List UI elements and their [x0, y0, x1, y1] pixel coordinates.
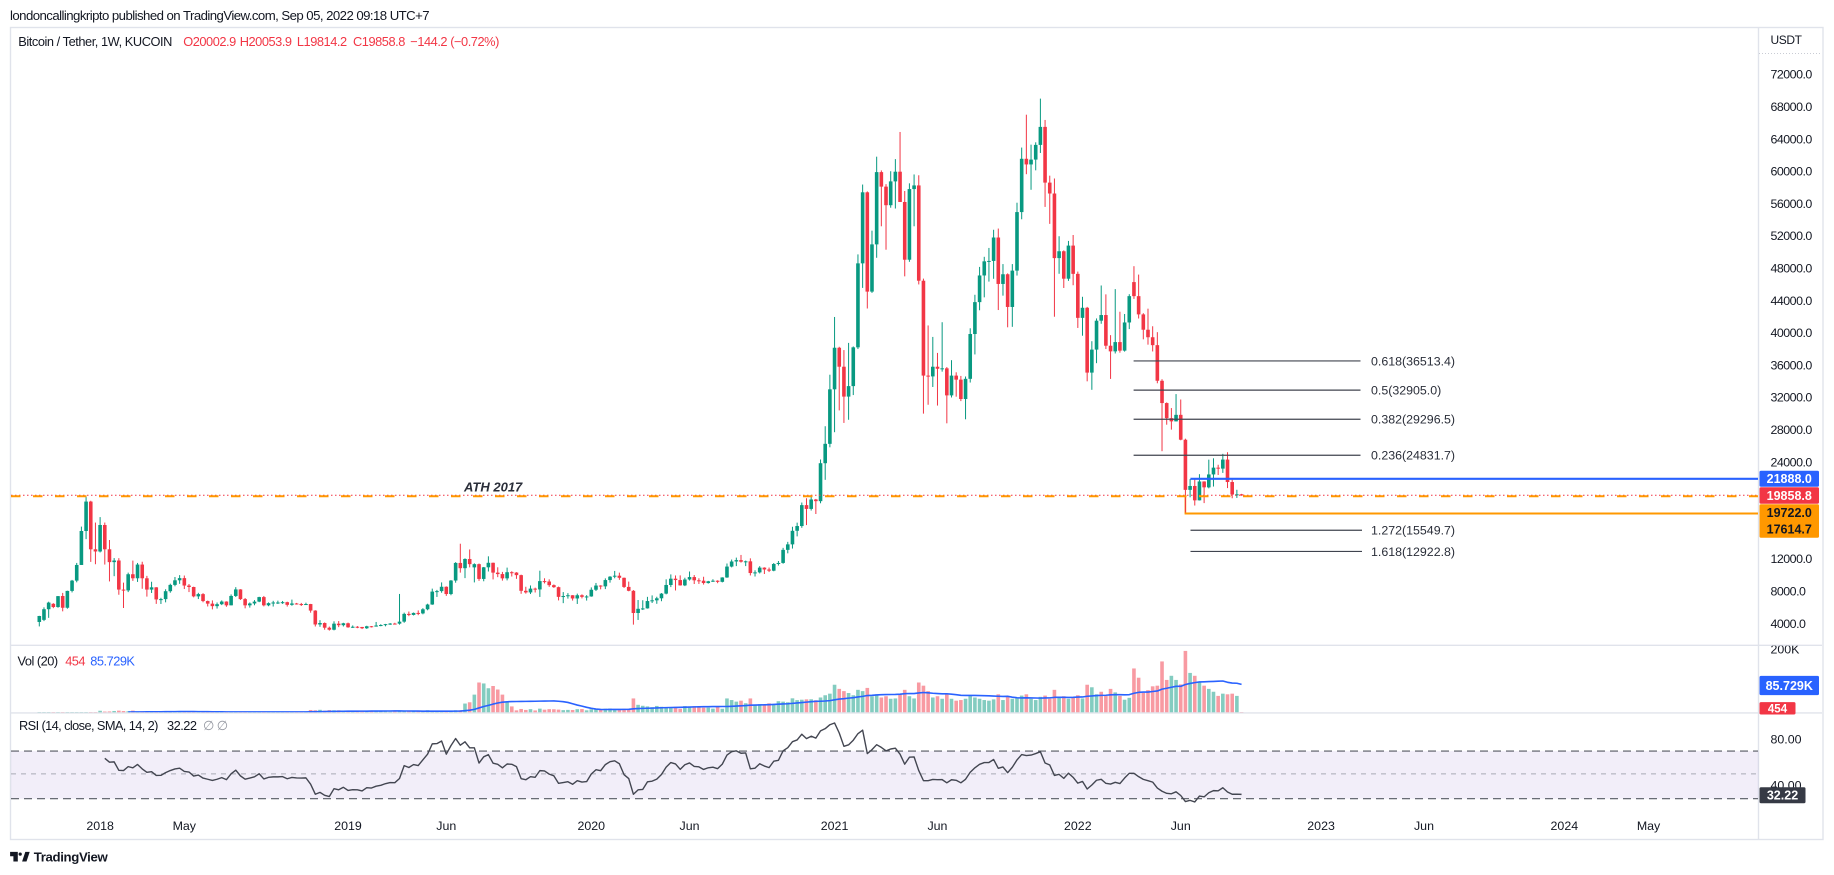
- svg-text:2023: 2023: [1307, 819, 1335, 833]
- svg-text:60000.0: 60000.0: [1771, 165, 1813, 179]
- svg-text:32000.0: 32000.0: [1771, 391, 1813, 405]
- svg-text:19858.8: 19858.8: [1767, 489, 1812, 503]
- svg-text:21888.0: 21888.0: [1767, 472, 1812, 486]
- svg-text:1.272(15549.7): 1.272(15549.7): [1371, 524, 1455, 538]
- svg-text:C19858.8: C19858.8: [353, 34, 405, 49]
- svg-text:0.236(24831.7): 0.236(24831.7): [1371, 449, 1455, 463]
- svg-text:2020: 2020: [578, 819, 606, 833]
- svg-text:Bitcoin / Tether, 1W, KUCOIN: Bitcoin / Tether, 1W, KUCOIN: [18, 34, 172, 49]
- svg-text:H20053.9: H20053.9: [240, 34, 292, 49]
- svg-text:USDT: USDT: [1771, 33, 1803, 47]
- svg-text:200K: 200K: [1771, 642, 1801, 656]
- svg-text:ATH 2017: ATH 2017: [463, 480, 523, 495]
- svg-text:12000.0: 12000.0: [1771, 552, 1813, 566]
- svg-text:80.00: 80.00: [1771, 733, 1802, 747]
- svg-text:2019: 2019: [334, 819, 362, 833]
- svg-text:68000.0: 68000.0: [1771, 100, 1813, 114]
- svg-text:Jun: Jun: [1414, 819, 1434, 833]
- svg-text:19722.0: 19722.0: [1767, 506, 1812, 520]
- svg-text:0.5(32905.0): 0.5(32905.0): [1371, 383, 1441, 397]
- svg-text:454: 454: [65, 654, 85, 669]
- svg-text:Vol (20): Vol (20): [18, 654, 58, 669]
- svg-text:52000.0: 52000.0: [1771, 229, 1813, 243]
- svg-text:Jun: Jun: [680, 819, 700, 833]
- svg-text:May: May: [173, 819, 197, 833]
- svg-text:Jun: Jun: [927, 819, 947, 833]
- svg-text:O20002.9: O20002.9: [183, 34, 236, 49]
- svg-text:28000.0: 28000.0: [1771, 423, 1813, 437]
- svg-text:72000.0: 72000.0: [1771, 68, 1813, 82]
- svg-text:londoncallingkripto published: londoncallingkripto published on Trading…: [10, 8, 429, 23]
- svg-text:RSI (14, close, SMA, 14, 2): RSI (14, close, SMA, 14, 2): [19, 718, 158, 733]
- svg-text:L19814.2: L19814.2: [297, 34, 347, 49]
- svg-text:∅ ∅: ∅ ∅: [203, 718, 228, 733]
- svg-text:40000.0: 40000.0: [1771, 326, 1813, 340]
- svg-text:2018: 2018: [86, 819, 114, 833]
- svg-text:May: May: [1637, 819, 1661, 833]
- svg-text:0.618(36513.4): 0.618(36513.4): [1371, 354, 1455, 368]
- svg-text:−144.2 (−0.72%): −144.2 (−0.72%): [410, 34, 499, 49]
- svg-text:Jun: Jun: [436, 819, 456, 833]
- svg-text:32.22: 32.22: [167, 718, 197, 733]
- svg-text:56000.0: 56000.0: [1771, 197, 1813, 211]
- svg-text:2022: 2022: [1064, 819, 1092, 833]
- svg-text:24000.0: 24000.0: [1771, 455, 1813, 469]
- svg-text:64000.0: 64000.0: [1771, 132, 1813, 146]
- svg-text:2024: 2024: [1551, 819, 1579, 833]
- svg-text:85.729K: 85.729K: [90, 654, 135, 669]
- svg-text:TradingView: TradingView: [34, 850, 109, 865]
- svg-text:48000.0: 48000.0: [1771, 262, 1813, 276]
- svg-text:454: 454: [1768, 704, 1788, 716]
- svg-text:44000.0: 44000.0: [1771, 294, 1813, 308]
- svg-text:32.22: 32.22: [1767, 789, 1798, 803]
- svg-text:1.618(12922.8): 1.618(12922.8): [1371, 545, 1455, 559]
- svg-text:4000.0: 4000.0: [1771, 617, 1807, 631]
- svg-text:85.729K: 85.729K: [1766, 679, 1813, 693]
- svg-text:36000.0: 36000.0: [1771, 358, 1813, 372]
- svg-text:17614.7: 17614.7: [1767, 523, 1812, 537]
- svg-text:0.382(29296.5): 0.382(29296.5): [1371, 413, 1455, 427]
- svg-text:2021: 2021: [821, 819, 849, 833]
- svg-text:8000.0: 8000.0: [1771, 585, 1807, 599]
- svg-text:Jun: Jun: [1171, 819, 1191, 833]
